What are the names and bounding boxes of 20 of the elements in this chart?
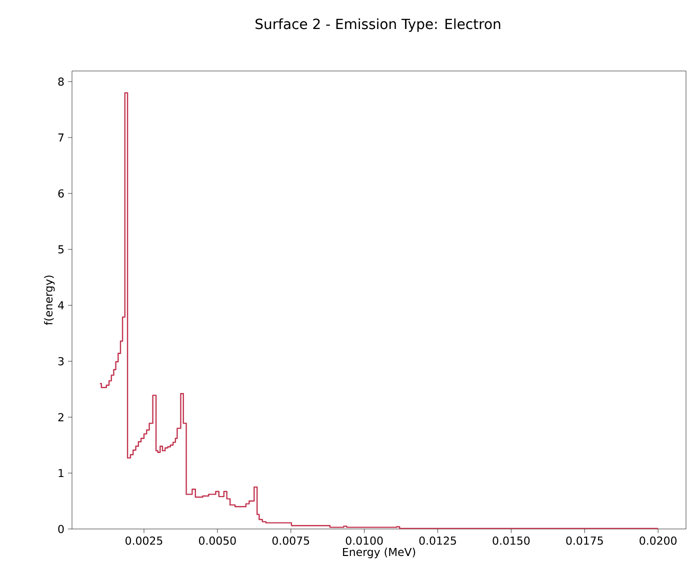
x-tick-label: 0.0150 <box>492 536 530 545</box>
x-tick-label: 0.0050 <box>198 536 236 545</box>
y-tick-label: 5 <box>58 245 64 254</box>
x-tick-label: 0.0075 <box>272 536 310 545</box>
y-tick-label: 0 <box>58 524 64 534</box>
x-tick-label: 0.0200 <box>640 536 677 545</box>
y-tick-label: 8 <box>58 77 64 86</box>
x-tick-label: 0.0175 <box>566 536 603 545</box>
x-axis-title: Energy (MeV) <box>343 548 416 558</box>
y-tick-label: 3 <box>58 357 64 366</box>
x-tick-label: 0.0100 <box>346 536 383 545</box>
x-tick-label: 0.0125 <box>419 536 456 545</box>
chart-title: Surface 2 - Emission Type: Electron <box>256 18 500 32</box>
y-tick-label: 1 <box>58 469 64 478</box>
y-tick-label: 6 <box>58 189 64 198</box>
y-tick-label: 2 <box>58 413 64 422</box>
y-axis-title: f(energy) <box>44 276 55 326</box>
y-tick-label: 4 <box>58 301 64 310</box>
y-tick-label: 7 <box>58 134 64 142</box>
x-tick-label: 0.0025 <box>126 536 162 545</box>
